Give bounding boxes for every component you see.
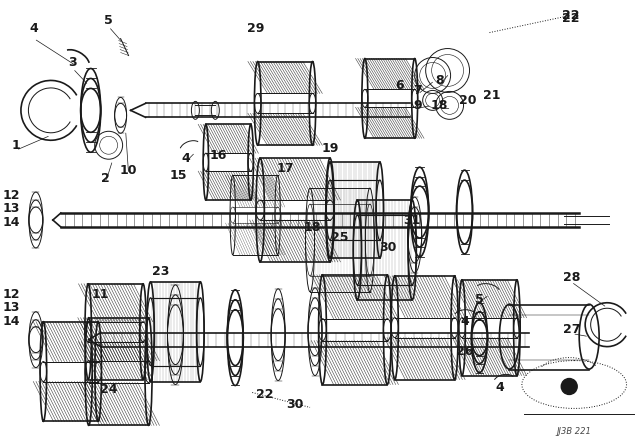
Text: 1: 1 (12, 139, 20, 152)
Text: 6: 6 (396, 79, 404, 92)
Text: 4: 4 (460, 315, 469, 328)
Text: 31: 31 (403, 214, 420, 227)
Text: 9: 9 (413, 99, 422, 112)
Text: 22: 22 (563, 9, 580, 22)
Text: 18: 18 (303, 221, 321, 234)
Text: 22: 22 (563, 12, 580, 25)
Text: 4: 4 (495, 381, 504, 394)
Text: 21: 21 (483, 89, 500, 102)
Text: 24: 24 (100, 383, 117, 396)
Text: 4: 4 (181, 152, 190, 165)
Text: 5: 5 (475, 293, 484, 306)
Text: 3: 3 (68, 56, 77, 69)
Text: 5: 5 (104, 14, 113, 27)
Text: 23: 23 (152, 265, 169, 278)
Text: 29: 29 (246, 22, 264, 35)
Text: 18: 18 (431, 99, 448, 112)
Text: 15: 15 (170, 168, 187, 181)
Text: 14: 14 (2, 315, 20, 328)
Text: 17: 17 (276, 162, 294, 175)
Text: 19: 19 (321, 142, 339, 155)
Text: 25: 25 (331, 232, 349, 245)
Text: 14: 14 (2, 215, 20, 228)
Text: JJ3B 221: JJ3B 221 (557, 427, 591, 436)
Text: 11: 11 (92, 288, 109, 301)
Text: 28: 28 (563, 271, 580, 284)
Text: 4: 4 (29, 22, 38, 35)
Text: 26: 26 (456, 345, 473, 358)
Text: 30: 30 (379, 241, 396, 254)
Text: 10: 10 (120, 164, 138, 177)
Text: 8: 8 (435, 74, 444, 87)
Text: 22: 22 (257, 388, 274, 401)
Text: 12: 12 (2, 288, 20, 301)
Text: 2: 2 (101, 172, 110, 185)
Text: 7: 7 (413, 84, 422, 97)
Text: 13: 13 (3, 202, 20, 215)
Circle shape (561, 379, 577, 395)
Text: 12: 12 (2, 189, 20, 202)
Text: 27: 27 (563, 323, 581, 336)
Text: 30: 30 (286, 398, 304, 411)
Text: 16: 16 (210, 149, 227, 162)
Text: 13: 13 (3, 301, 20, 314)
Text: 20: 20 (459, 94, 476, 107)
